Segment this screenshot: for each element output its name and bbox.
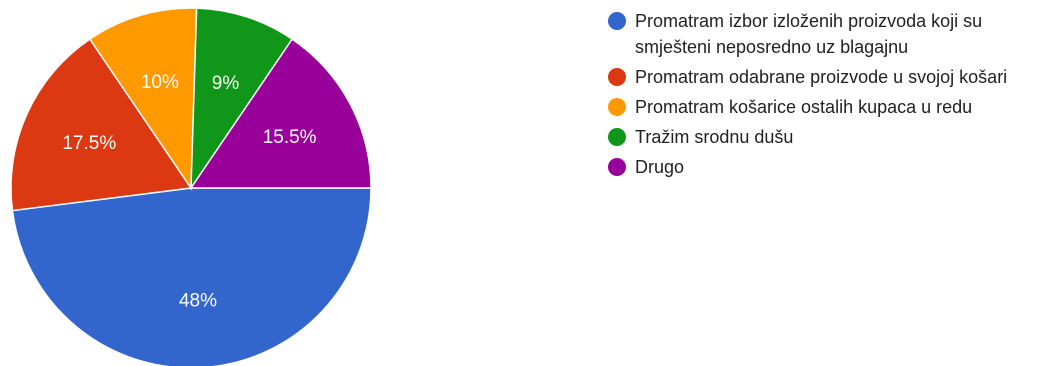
pie-slice-1[interactable] xyxy=(11,187,372,366)
pie-chart: 48% 17.5% 10% 9% 15.5% xyxy=(10,7,372,366)
chart-legend: Promatram izbor izloženih proizvoda koji… xyxy=(608,8,1048,184)
pie-slice-2[interactable] xyxy=(10,38,193,212)
legend-label-5: Drugo xyxy=(635,157,685,177)
legend-item-3[interactable]: Promatram košarice ostalih kupaca u redu xyxy=(608,94,1048,120)
pie-slice-4[interactable] xyxy=(190,7,294,191)
legend-item-5[interactable]: Drugo xyxy=(608,154,1048,180)
legend-item-1[interactable]: Promatram izbor izloženih proizvoda koji… xyxy=(608,8,1048,60)
slice-label-4: 9% xyxy=(212,73,240,94)
legend-swatch-4 xyxy=(608,128,626,146)
legend-swatch-3 xyxy=(608,98,626,116)
legend-swatch-1 xyxy=(608,12,626,30)
legend-label-1: Promatram izbor izloženih proizvoda koji… xyxy=(635,11,983,57)
legend-label-4: Tražim srodnu dušu xyxy=(635,127,794,147)
legend-item-2[interactable]: Promatram odabrane proizvode u svojoj ko… xyxy=(608,64,1048,90)
legend-label-2: Promatram odabrane proizvode u svojoj ko… xyxy=(635,67,1008,87)
legend-swatch-5 xyxy=(608,158,626,176)
slice-label-5: 15.5% xyxy=(263,127,317,148)
legend-swatch-2 xyxy=(608,68,626,86)
slice-label-2: 17.5% xyxy=(62,133,116,154)
slice-label-1: 48% xyxy=(179,290,217,311)
legend-label-3: Promatram košarice ostalih kupaca u redu xyxy=(635,97,973,117)
pie-slice-5[interactable] xyxy=(189,38,372,189)
pie-slice-3[interactable] xyxy=(88,7,198,191)
slice-label-3: 10% xyxy=(141,72,179,93)
legend-item-4[interactable]: Tražim srodnu dušu xyxy=(608,124,1048,150)
